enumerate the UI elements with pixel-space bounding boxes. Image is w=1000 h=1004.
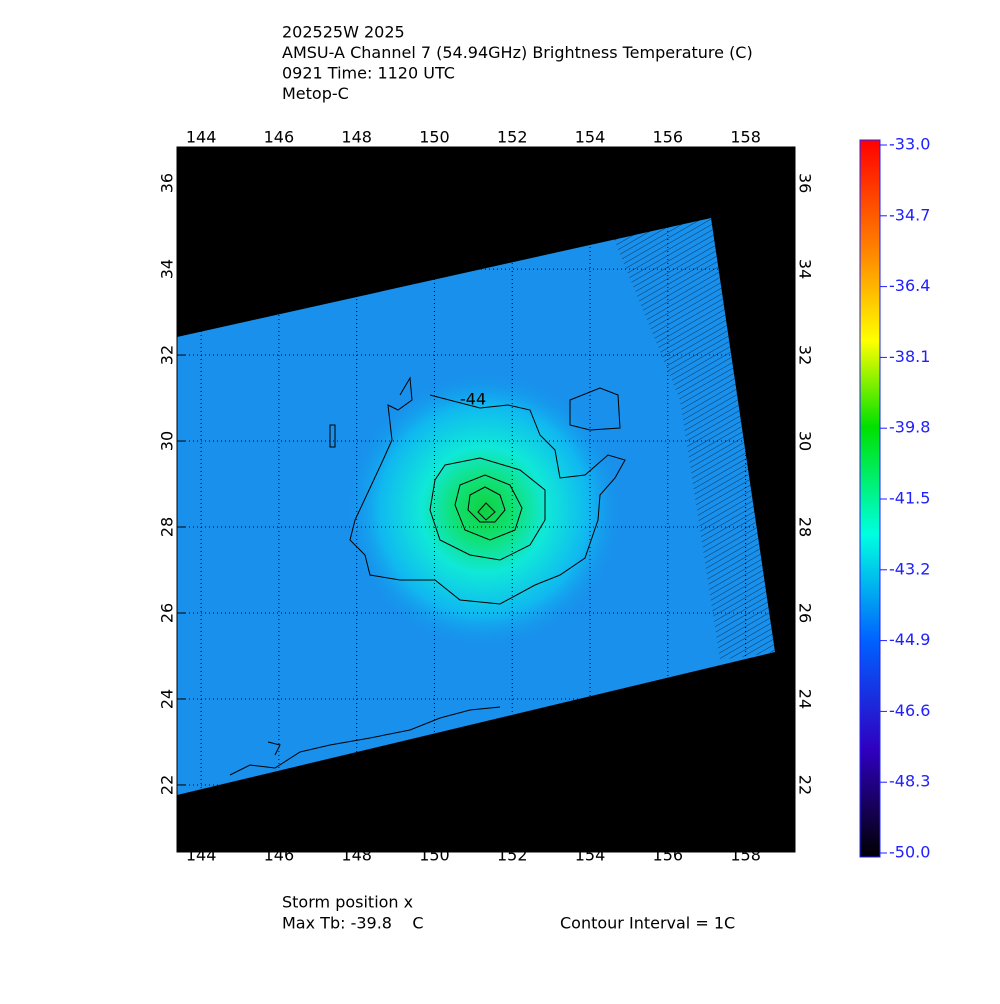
footer-text: Storm position x: [282, 893, 413, 912]
title-line: AMSU-A Channel 7 (54.94GHz) Brightness T…: [282, 43, 753, 62]
y-tick-label: 22: [158, 775, 177, 795]
x-tick-label: 152: [497, 846, 528, 865]
x-tick-label: 146: [264, 846, 295, 865]
colorbar-label: -36.4: [889, 276, 930, 295]
contours: [229, 376, 626, 776]
footer-text: Max Tb: -39.8 C: [282, 914, 423, 933]
colorbar-label: -41.5: [889, 489, 930, 508]
x-tick-label: 146: [264, 128, 295, 147]
y-tick-label: 28: [158, 517, 177, 537]
colorbar-label: -50.0: [889, 843, 930, 862]
x-tick-label: 150: [419, 128, 450, 147]
colorbar-label: -38.1: [889, 347, 930, 366]
title-line: 0921 Time: 1120 UTC: [282, 64, 455, 83]
title-line: Metop-C: [282, 84, 349, 103]
y-tick-label: 28: [796, 517, 815, 537]
colorbar: [859, 139, 881, 858]
y-tick-label: 24: [158, 689, 177, 709]
colorbar-label: -34.7: [889, 205, 930, 224]
y-tick-label: 26: [158, 603, 177, 623]
colorbar-label: -43.2: [889, 559, 930, 578]
y-tick-label: 22: [796, 775, 815, 795]
x-tick-label: 148: [341, 128, 372, 147]
x-tick-label: 154: [575, 128, 606, 147]
warm-core: [177, 218, 775, 795]
colorbar-label: -33.0: [889, 135, 930, 154]
x-tick-label: 158: [730, 846, 761, 865]
x-tick-label: 156: [653, 128, 684, 147]
x-tick-label: 144: [186, 846, 217, 865]
y-tick-label: 34: [796, 259, 815, 279]
y-tick-label: 36: [158, 173, 177, 193]
x-tick-label: 152: [497, 128, 528, 147]
colorbar-label: -39.8: [889, 418, 930, 437]
contour-label: -44: [460, 390, 486, 409]
colorbar-label: -48.3: [889, 772, 930, 791]
y-tick-label: 26: [796, 603, 815, 623]
swath-edge: [610, 218, 775, 660]
y-tick-label: 24: [796, 689, 815, 709]
title-line: 202525W 2025: [282, 23, 405, 42]
x-tick-label: 150: [419, 846, 450, 865]
y-tick-label: 36: [796, 173, 815, 193]
footer-text: Contour Interval = 1C: [560, 914, 735, 933]
x-tick-label: 154: [575, 846, 606, 865]
x-tick-label: 144: [186, 128, 217, 147]
colorbar-label: -44.9: [889, 630, 930, 649]
x-tick-label: 148: [341, 846, 372, 865]
y-tick-label: 30: [158, 431, 177, 451]
y-tick-label: 32: [158, 345, 177, 365]
y-tick-label: 32: [796, 345, 815, 365]
plot-frame: [176, 146, 796, 853]
y-tick-label: 34: [158, 259, 177, 279]
y-tick-label: 30: [796, 431, 815, 451]
colorbar-label: -46.6: [889, 701, 930, 720]
x-tick-label: 158: [730, 128, 761, 147]
x-tick-label: 156: [653, 846, 684, 865]
